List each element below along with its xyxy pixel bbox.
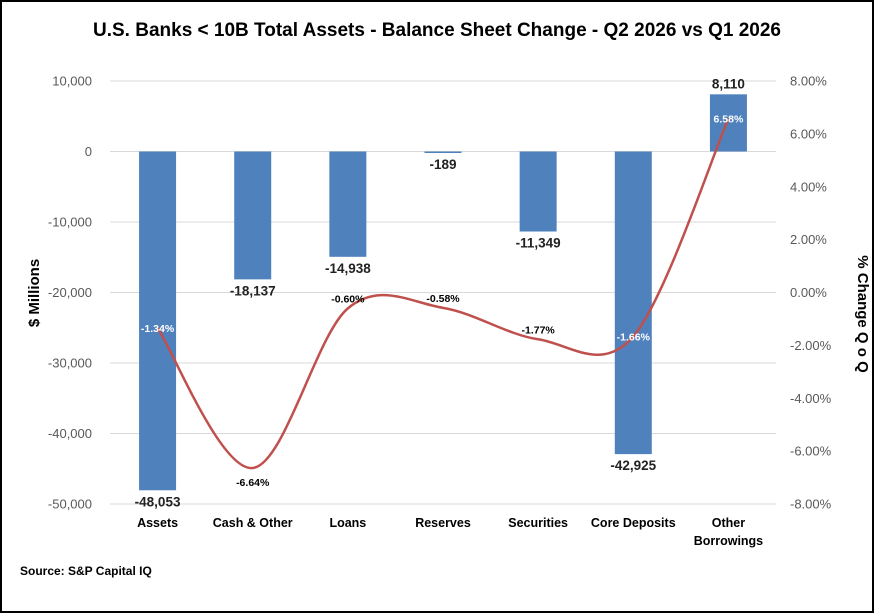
- bar: [709, 94, 747, 152]
- y-left-tick-label: -20,000: [48, 285, 92, 300]
- y-right-tick-label: -6.00%: [790, 444, 832, 459]
- line-value-label: -6.64%: [236, 477, 270, 489]
- y-right-tick-label: 8.00%: [790, 74, 827, 89]
- y-left-tick-label: 10,000: [52, 74, 92, 89]
- y-right-axis-title: % Change Q o Q: [854, 255, 871, 373]
- line-value-label: -1.66%: [617, 331, 651, 343]
- y-right-tick-label: -2.00%: [790, 338, 832, 353]
- bar: [329, 151, 367, 257]
- line-value-label: -1.77%: [522, 324, 556, 336]
- y-left-tick-label: -40,000: [48, 426, 92, 441]
- bar: [614, 151, 652, 455]
- bar: [424, 151, 462, 153]
- chart-labels: 10,000 0 -10,000 -20,000 -30,000 -40,000 -50,0…: [26, 74, 871, 549]
- x-tick-label: Cash & Other: [213, 516, 293, 530]
- x-tick-label: Reserves: [415, 516, 471, 530]
- bar: [519, 151, 557, 232]
- y-right-tick-label: 6.00%: [790, 126, 827, 141]
- y-left-tick-label: -30,000: [48, 356, 92, 371]
- percent-change-line: [156, 118, 730, 470]
- bar-value-label: -42,925: [610, 458, 656, 473]
- chart-title: U.S. Banks < 10B Total Assets - Balance …: [93, 20, 781, 41]
- x-tick-label: Borrowings: [694, 534, 763, 548]
- line-series: [156, 118, 730, 470]
- y-left-tick-label: -50,000: [48, 497, 92, 512]
- bar-value-label: -14,938: [325, 261, 371, 276]
- line-value-label: 6.58%: [714, 114, 744, 126]
- x-tick-label: Core Deposits: [591, 516, 676, 530]
- bar-value-label: -48,053: [135, 494, 181, 509]
- y-left-tick-label: 0: [85, 144, 92, 159]
- line-value-label: -0.60%: [331, 293, 365, 305]
- y-left-tick-label: -10,000: [48, 215, 92, 230]
- bar: [234, 151, 272, 280]
- x-tick-label: Loans: [329, 516, 366, 530]
- y-right-tick-label: 4.00%: [790, 179, 827, 194]
- line-value-label: -1.34%: [141, 323, 175, 335]
- bar-value-label: -18,137: [230, 283, 276, 298]
- x-tick-label: Assets: [137, 516, 178, 530]
- line-value-label: -0.58%: [426, 293, 460, 305]
- bar-series: [139, 94, 747, 491]
- bar-value-label: 8,110: [712, 76, 745, 91]
- x-tick-label: Other: [712, 516, 745, 530]
- bar-value-label: -11,349: [516, 236, 561, 251]
- y-right-tick-label: 0.00%: [790, 285, 827, 300]
- source-note: Source: S&P Capital IQ: [20, 564, 152, 578]
- bar: [139, 151, 177, 491]
- x-tick-label: Securities: [508, 516, 568, 530]
- bar-value-label: -189: [429, 157, 456, 172]
- y-right-tick-label: -8.00%: [790, 497, 832, 512]
- y-left-axis-title: $ Millions: [26, 259, 43, 327]
- y-right-tick-label: 2.00%: [790, 232, 827, 247]
- y-right-tick-label: -4.00%: [790, 391, 832, 406]
